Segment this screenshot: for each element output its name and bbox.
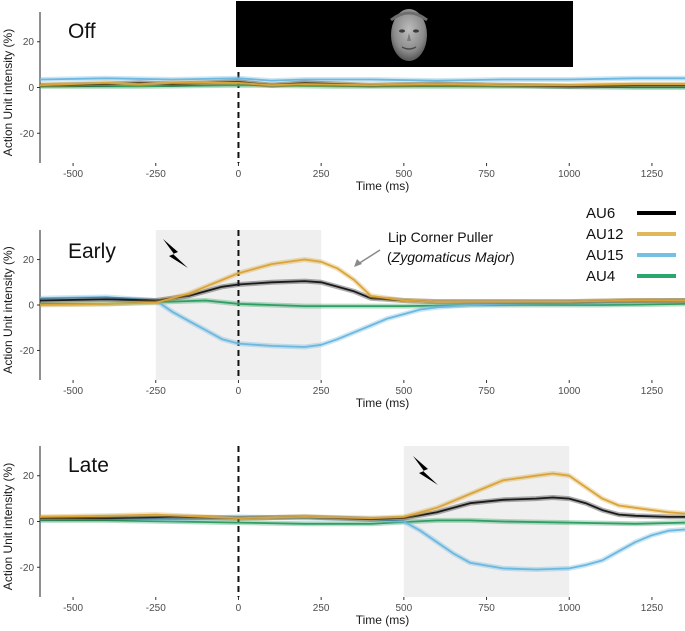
x-tick-label: 500	[396, 603, 413, 614]
panel-late: -500 -250 0 250 500 750 1000 1250 20 0 -20 Late Ti…	[1, 446, 685, 627]
lightning-icon	[163, 239, 188, 268]
annotation-arrowhead	[354, 259, 362, 267]
y-tick-label: 0	[28, 517, 34, 528]
x-tick-label: 0	[236, 603, 242, 614]
x-tick-label: -500	[63, 169, 83, 180]
x-tick-label: 1000	[558, 386, 581, 397]
y-tick-label: 20	[23, 255, 35, 266]
y-axis-label: Action Unit intensity (%)	[1, 246, 15, 373]
x-tick-label: 1250	[641, 169, 664, 180]
x-tick-label: -500	[63, 603, 83, 614]
annotation-line1: Lip Corner Puller	[388, 229, 493, 245]
x-tick-label: -500	[63, 386, 83, 397]
x-tick-label: 250	[313, 603, 330, 614]
series-line-au6	[39, 80, 685, 88]
panel-title-late: Late	[68, 454, 109, 477]
x-tick-label: 750	[478, 386, 495, 397]
x-tick-label: -250	[146, 603, 166, 614]
y-tick-label: 0	[28, 83, 34, 94]
x-tick-label: 1250	[641, 386, 664, 397]
series-band-au12	[39, 471, 685, 521]
legend-label-au15: AU15	[586, 247, 624, 264]
legend-label-au4: AU4	[586, 268, 615, 285]
lightning-icon	[413, 456, 438, 485]
series-line-au15	[39, 77, 685, 82]
legend-item-au15: AU15	[586, 247, 676, 264]
series-line-au12	[39, 472, 685, 519]
x-tick-label: 500	[396, 169, 413, 180]
panel-title-off: Off	[68, 20, 96, 43]
annotation-arrow	[357, 249, 381, 265]
legend-item-au6: AU6	[586, 205, 676, 222]
x-tick-label: 500	[396, 386, 413, 397]
x-axis-label: Time (ms)	[356, 179, 410, 193]
x-tick-label: 750	[478, 603, 495, 614]
panel-early: -500 -250 0 250 500 750 1000 1250 20 0 -20 Early T…	[1, 229, 685, 410]
face-photo	[236, 1, 573, 67]
y-tick-label: 20	[23, 37, 35, 48]
series-line-au15	[39, 296, 685, 348]
x-tick-label: -250	[146, 386, 166, 397]
legend: AU6 AU12 AU15 AU4	[586, 205, 676, 285]
panel-off: -500 -250 0 250 500 750 1000 1250 20 0 -20 Off Tim…	[1, 1, 685, 193]
x-axis-label: Time (ms)	[356, 613, 410, 627]
x-tick-label: 750	[478, 169, 495, 180]
x-tick-label: 0	[236, 386, 242, 397]
face-photo-icon	[390, 9, 428, 61]
x-tick-label: 250	[313, 169, 330, 180]
annotation-line2: (Zygomaticus Major)	[387, 249, 515, 265]
y-tick-label: -20	[20, 563, 35, 574]
legend-label-au6: AU6	[586, 205, 615, 222]
x-tick-label: -250	[146, 169, 166, 180]
legend-item-au4: AU4	[586, 268, 676, 285]
x-axis-label: Time (ms)	[356, 396, 410, 410]
y-tick-label: 20	[23, 471, 35, 482]
y-tick-label: -20	[20, 129, 35, 140]
y-axis-label: Action Unit intensity (%)	[1, 463, 15, 590]
x-tick-label: 250	[313, 386, 330, 397]
legend-item-au12: AU12	[586, 226, 676, 243]
series-line-au12	[39, 258, 685, 306]
y-tick-label: 0	[28, 301, 34, 312]
series-line-au4	[40, 84, 685, 89]
panel-title-early: Early	[68, 240, 116, 263]
annotation-muscle: Zygomaticus Major	[391, 249, 512, 265]
series-line-au4	[40, 299, 685, 308]
x-tick-label: 1000	[558, 169, 581, 180]
y-tick-label: -20	[20, 346, 35, 357]
x-tick-label: 1250	[641, 603, 664, 614]
y-axis-label: Action Unit intensity (%)	[1, 29, 15, 156]
x-tick-label: 0	[236, 169, 242, 180]
legend-label-au12: AU12	[586, 226, 624, 243]
series-line-au12	[39, 82, 685, 87]
x-tick-label: 1000	[558, 603, 581, 614]
